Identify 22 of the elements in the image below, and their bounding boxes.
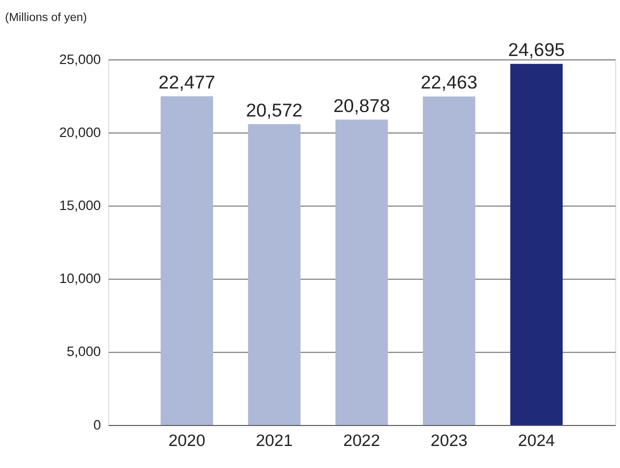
x-tick-label: 2022	[343, 430, 380, 450]
data-label: 22,477	[158, 71, 216, 92]
bar	[248, 124, 300, 425]
data-label: 20,878	[333, 94, 390, 116]
data-label: 22,463	[420, 72, 478, 93]
x-tick-label: 2020	[168, 430, 206, 450]
y-tick-label: 15,000	[59, 198, 102, 214]
x-tick-label: 2024	[518, 430, 555, 450]
x-tick-label: 2021	[256, 430, 293, 450]
bar	[422, 96, 476, 425]
y-tick-label: 0	[93, 417, 102, 432]
y-axis-title: (Millions of yen)	[5, 10, 87, 24]
y-tick-label: 10,000	[59, 271, 102, 286]
data-label: 20,572	[246, 99, 303, 120]
y-tick-label: 5,000	[66, 344, 102, 360]
bar	[510, 64, 563, 425]
bar	[160, 96, 214, 425]
y-tick-label: 20,000	[59, 124, 102, 140]
data-label: 24,695	[508, 39, 565, 60]
x-tick-label: 2023	[430, 430, 468, 450]
bar	[335, 120, 388, 425]
y-tick-label: 25,000	[59, 52, 102, 67]
